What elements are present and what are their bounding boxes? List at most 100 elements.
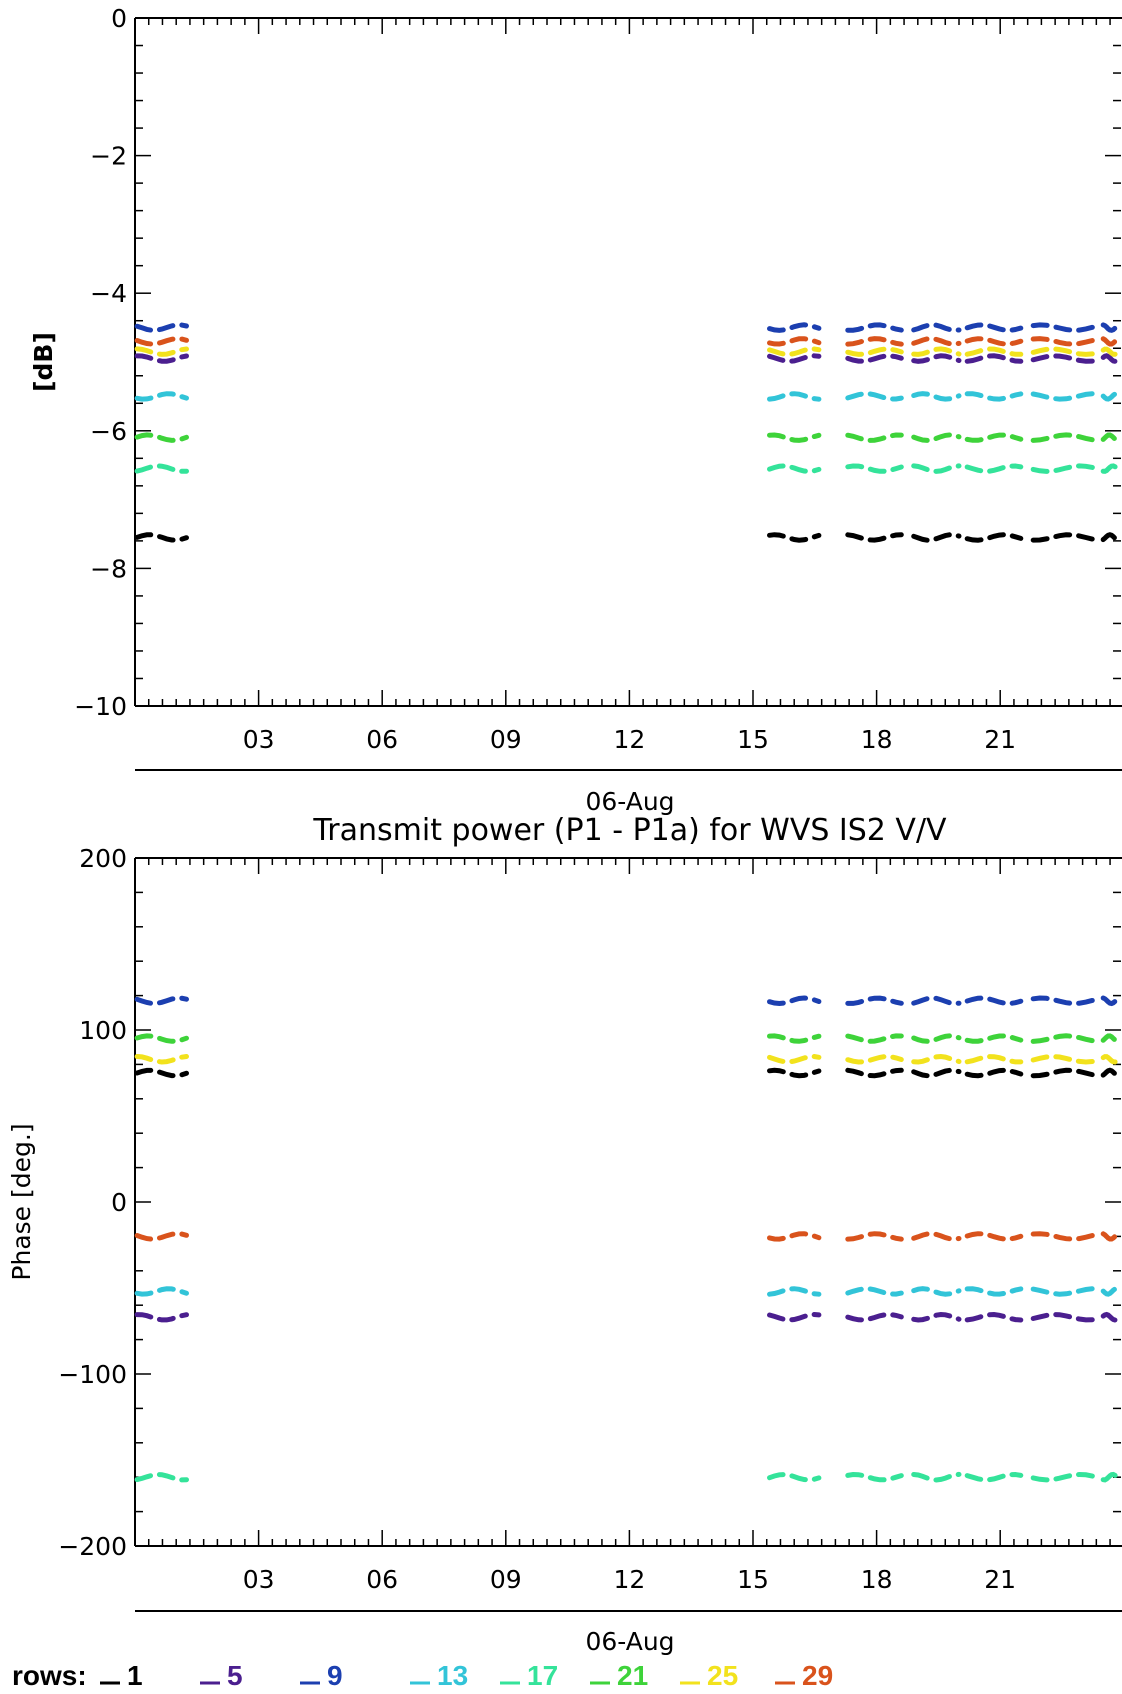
y-tick-label: −4	[90, 279, 127, 308]
series-13-segment	[1030, 391, 1102, 402]
top-panel-db: 0 −2 −4 −6 −8 −10 03 06 09 12 15 18 21 06-Aug [dB]	[29, 4, 1122, 816]
series-25-segment	[767, 1053, 822, 1065]
x-tick-label: 03	[243, 725, 275, 754]
series-9-segment	[1030, 322, 1102, 333]
series-5-segment	[1030, 1311, 1102, 1323]
series-1-segment	[845, 1067, 904, 1079]
series-17-segment	[911, 1471, 962, 1483]
series-1-segment	[1030, 532, 1102, 543]
series-25-segment	[911, 1053, 962, 1065]
y-tick-label: 100	[79, 1016, 127, 1045]
x-tick-label: 15	[737, 725, 769, 754]
series-21-segment	[767, 1033, 822, 1044]
x-tick-label: 06	[366, 1565, 398, 1594]
series-13-segment	[964, 391, 1024, 402]
series-21-segment	[845, 432, 904, 443]
series-21-segment	[134, 432, 189, 443]
series-29-segment	[964, 336, 1024, 347]
series-13-segment	[845, 391, 904, 402]
legend-item-1: 1	[127, 1660, 143, 1691]
series-5-segment	[767, 1311, 822, 1323]
series-5-segment	[911, 353, 962, 364]
series-17-segment	[964, 463, 1024, 474]
series-13-segment	[964, 1286, 1024, 1297]
x-tick-label: 15	[737, 1565, 769, 1594]
series-5-segment	[845, 1311, 904, 1323]
series-29-segment	[767, 1231, 822, 1242]
series-21-segment	[1030, 432, 1102, 443]
series-29-segment	[964, 1231, 1024, 1242]
series-17-segment	[845, 1471, 904, 1483]
series-5-segment	[964, 1311, 1024, 1323]
x-tick-label: 18	[861, 1565, 893, 1594]
series-9-segment	[911, 995, 962, 1007]
x-tick-label: 12	[613, 1565, 645, 1594]
series-29-segment	[911, 336, 962, 347]
series-1-segment	[911, 532, 962, 543]
series-13-segment	[134, 391, 189, 402]
series-25-segment	[1100, 346, 1122, 357]
series-25-segment	[134, 1054, 189, 1065]
series-9-segment	[964, 995, 1024, 1007]
series-17-segment	[134, 463, 189, 474]
series-25-segment	[845, 1053, 904, 1065]
series-29-segment	[1100, 336, 1122, 347]
x-tick-label: 21	[984, 1565, 1016, 1594]
series-29-segment	[845, 336, 904, 347]
series-9-segment	[1100, 995, 1122, 1007]
series-21-segment	[767, 432, 822, 443]
series-21-segment	[134, 1033, 189, 1044]
series-5-segment	[1100, 1311, 1122, 1323]
series-13-segment	[1030, 1286, 1102, 1297]
rows-legend: rows: 1 5 9 13 17 21 25 29	[12, 1660, 833, 1691]
series-29-segment	[134, 1231, 189, 1242]
legend-item-21: 21	[617, 1660, 648, 1691]
series-29-segment	[1100, 1231, 1122, 1242]
x-axis-label: 06-Aug	[585, 1627, 674, 1656]
series-13-segment	[1100, 1286, 1122, 1297]
series-5-segment	[845, 353, 904, 364]
series-29-segment	[911, 1231, 962, 1242]
series-21-segment	[1030, 1033, 1102, 1044]
series-21-segment	[964, 432, 1024, 443]
series-1-segment	[1100, 532, 1122, 543]
series-1-segment	[964, 532, 1024, 543]
series-13-segment	[134, 1286, 189, 1297]
series-17-segment	[845, 463, 904, 474]
series-1-segment	[964, 1067, 1024, 1079]
series-9-segment	[767, 322, 822, 333]
series-25-segment	[964, 346, 1024, 357]
series-13-segment	[767, 1286, 822, 1297]
series-25-segment	[1030, 1053, 1102, 1065]
x-tick-label: 12	[613, 725, 645, 754]
x-tick-label: 03	[243, 1565, 275, 1594]
series-21-segment	[1100, 432, 1122, 443]
x-tick-label: 21	[984, 725, 1016, 754]
series-13-segment	[1100, 391, 1122, 402]
series-17-segment	[911, 463, 962, 474]
y-tick-label: −8	[90, 554, 127, 583]
series-29-segment	[767, 336, 822, 347]
legend-item-17: 17	[527, 1660, 558, 1691]
series-25-segment	[767, 346, 822, 357]
x-tick-label: 09	[490, 725, 522, 754]
series-9-segment	[134, 322, 189, 333]
series-25-segment	[1100, 1054, 1122, 1065]
series-1-segment	[767, 1067, 822, 1079]
x-tick-label: 06	[366, 725, 398, 754]
chart-title: Transmit power (P1 - P1a) for WVS IS2 V/…	[312, 813, 947, 848]
series-1-segment	[1100, 1067, 1122, 1079]
series-9-segment	[1030, 995, 1102, 1007]
series-21-segment	[911, 1033, 962, 1044]
x-axis-label: 06-Aug	[585, 787, 674, 816]
legend-label: rows:	[12, 1660, 87, 1691]
series-9-segment	[964, 322, 1024, 333]
legend-item-9: 9	[327, 1660, 343, 1691]
series-17-segment	[964, 1471, 1024, 1483]
legend-item-13: 13	[437, 1660, 468, 1691]
series-5-segment	[964, 353, 1024, 364]
series-21-segment	[1100, 1033, 1122, 1044]
legend-item-25: 25	[707, 1660, 738, 1691]
y-axis-label: Phase [deg.]	[7, 1123, 36, 1280]
